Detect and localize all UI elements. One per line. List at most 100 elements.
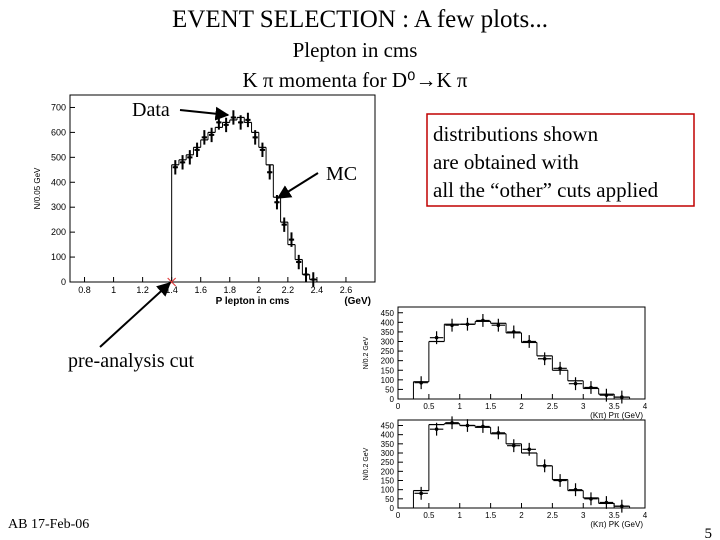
data-dot — [419, 380, 423, 385]
x-tick-label: 0 — [396, 511, 401, 520]
data-dot — [434, 427, 439, 431]
subtitle: Plepton in cms — [293, 38, 418, 62]
arrow — [276, 172, 319, 199]
data-dot — [246, 118, 250, 122]
data-dot — [604, 500, 609, 505]
x-tick-label: 3.5 — [609, 402, 621, 411]
data-dot — [589, 497, 593, 501]
data-dot — [465, 423, 470, 428]
plot-background — [397, 419, 646, 509]
annotation: pre-analysis cut — [68, 350, 195, 372]
data-dot — [496, 431, 501, 435]
chart: 0 100 200 300 400 500 600 700 0.8 1 1.2 1.4 1.6 1.8 2 2… — [33, 94, 376, 307]
data-dot — [297, 260, 301, 264]
x-axis-label: (Kπ) PK (GeV) — [590, 520, 643, 529]
data-dot — [239, 120, 243, 124]
y-tick-label: 450 — [381, 309, 395, 318]
x-tick-label: 1.4 — [165, 285, 178, 295]
data-dot — [311, 278, 315, 282]
x-tick-label: 2 — [256, 285, 261, 295]
y-tick-label: 700 — [51, 102, 66, 112]
data-dot — [542, 464, 547, 468]
y-tick-label: 350 — [381, 328, 395, 337]
y-tick-label: 100 — [51, 252, 66, 262]
x-tick-label: 2.2 — [282, 285, 295, 295]
x-tick-label: 1.5 — [485, 402, 497, 411]
x-tick-label: 2 — [519, 402, 524, 411]
data-dot — [217, 120, 221, 124]
data-dot — [253, 135, 257, 139]
arrow — [99, 282, 172, 348]
data-dot — [573, 381, 578, 386]
x-tick-label: 1 — [458, 511, 463, 520]
y-tick-label: 300 — [51, 202, 66, 212]
x-tick-label: 0.8 — [78, 285, 91, 295]
data-dot — [181, 160, 185, 164]
y-tick-label: 400 — [381, 318, 395, 327]
note-line: all the “other” cuts applied — [433, 178, 659, 202]
x-tick-label: 1.8 — [224, 285, 237, 295]
page-number: 5 — [705, 526, 713, 540]
data-dot — [282, 223, 286, 227]
y-tick-label: 0 — [61, 277, 66, 287]
data-dot — [275, 200, 279, 204]
data-dot — [573, 487, 578, 492]
data-dot — [268, 170, 272, 174]
note-box — [426, 113, 695, 207]
y-tick-label: 350 — [381, 440, 395, 449]
x-tick-label: 2.4 — [311, 285, 324, 295]
data-dot — [202, 135, 206, 139]
x-tick-label: 2.5 — [547, 402, 559, 411]
slide-title: EVENT SELECTION : A few plots... — [172, 6, 548, 33]
data-dot — [419, 491, 423, 496]
y-tick-label: 200 — [381, 467, 395, 476]
data-dot — [289, 238, 293, 242]
data-dot — [231, 115, 235, 119]
x-tick-label: 3 — [581, 511, 586, 520]
data-dot — [260, 148, 264, 152]
x-tick-label: 4 — [643, 402, 648, 411]
y-tick-label: 400 — [381, 431, 395, 440]
y-tick-label: 50 — [385, 385, 394, 394]
data-dot — [434, 335, 439, 340]
x-tick-label: 2.5 — [547, 511, 559, 520]
data-dot — [511, 330, 516, 334]
x-tick-label: 2.6 — [340, 285, 353, 295]
y-tick-label: 150 — [381, 366, 395, 375]
y-axis-label: N/0.05 GeV — [33, 167, 42, 209]
data-dot — [542, 356, 547, 361]
y-tick-label: 0 — [390, 504, 395, 513]
x-tick-label: 3 — [581, 402, 586, 411]
x-axis-label: P lepton in cms — [216, 296, 290, 307]
x-tick-label: 4 — [643, 511, 648, 520]
y-tick-label: 100 — [381, 486, 395, 495]
data-dot — [450, 323, 454, 328]
y-tick-label: 500 — [51, 152, 66, 162]
data-dot — [558, 366, 562, 371]
data-dot — [465, 322, 470, 327]
x-tick-label: 0 — [396, 402, 401, 411]
x-tick-label: 1 — [111, 285, 116, 295]
data-dot — [527, 447, 532, 452]
arrow — [179, 106, 230, 121]
data-dot — [496, 323, 501, 328]
y-tick-label: 150 — [381, 477, 395, 486]
data-dot — [589, 385, 593, 390]
y-tick-label: 600 — [51, 127, 66, 137]
data-dot — [558, 478, 562, 483]
footer: AB 17-Feb-06 — [8, 517, 89, 532]
data-dot — [304, 273, 308, 277]
x-tick-label: 2 — [519, 511, 524, 520]
y-tick-label: 450 — [381, 422, 395, 431]
data-dot — [604, 393, 609, 397]
x-tick-label: 1.6 — [194, 285, 207, 295]
data-dot — [450, 420, 454, 425]
x-axis-unit: (GeV) — [344, 296, 371, 307]
data-dot — [620, 395, 624, 399]
note-line: distributions shown — [433, 122, 599, 146]
x-axis-label: (Kπ) Pπ (GeV) — [590, 411, 643, 420]
